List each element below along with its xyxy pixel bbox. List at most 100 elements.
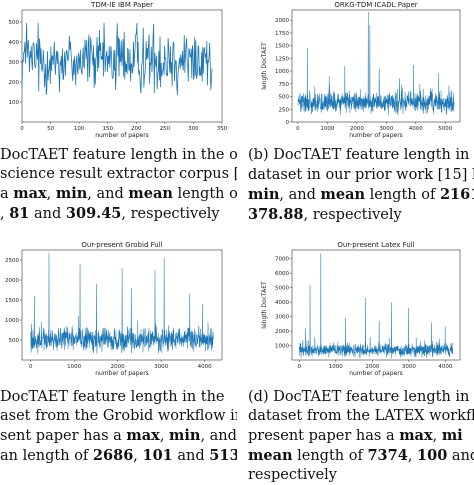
series-line (299, 253, 453, 359)
chart-b: ORKG-TDM ICADL Paper 0 1000 2000 3000 4000 500… (261, 1, 461, 139)
caption-bold-value: 7374 (367, 447, 408, 464)
plot-frame (21, 9, 223, 123)
x-tick-label: 0 (296, 126, 300, 132)
x-tick-label: 4000 (409, 126, 423, 132)
caption-line: a max, min, and mean length of (0, 185, 237, 202)
y-tick-label: 1000 (275, 69, 289, 75)
x-axis-label: number of papers (349, 132, 403, 139)
caption-line: (b) DocTAET feature length in (248, 147, 470, 163)
caption-line: mean length of 7374, 100 and 685 (248, 447, 474, 464)
y-tick-label: 500 (9, 338, 20, 344)
caption-bold-value: 100 (417, 447, 448, 464)
caption-bold-value: 101 (142, 447, 173, 464)
caption-bold-value: min (248, 186, 280, 203)
y-axis-label: length DocTAET (261, 281, 268, 329)
x-tick-label: 3000 (402, 364, 416, 370)
x-tick-label: 0 (298, 364, 302, 370)
caption-b: (b) DocTAET feature length in dataset in … (248, 146, 474, 225)
y-tick-label: 300 (9, 60, 20, 66)
y-tick-label: 2000 (275, 18, 289, 24)
caption-bold-value: 378.88 (248, 206, 304, 223)
caption-line: , 81 and 309.45, respectively (0, 205, 220, 222)
chart-d: Our-present Latex Full 0 1000 2000 3000 4000 1… (261, 241, 461, 377)
y-tick-label: 5000 (275, 286, 289, 292)
y-tick-label: 2000 (275, 329, 289, 335)
caption-line: DocTAET feature length in the orig- (0, 147, 237, 163)
x-tick-label: 2000 (365, 364, 379, 370)
y-tick-label: 500 (9, 20, 20, 26)
x-tick-label: 1000 (320, 126, 334, 132)
y-tick-label: 1000 (5, 318, 19, 324)
y-tick-label: 750 (279, 82, 290, 88)
caption-bold-value: max (13, 185, 47, 202)
caption-line: DocTAET feature length in the (0, 389, 225, 405)
caption-line: dataset in our prior work [15] had a m (248, 167, 474, 183)
y-tick-label: 500 (279, 95, 290, 101)
chart-title: Our-present Latex Full (337, 241, 414, 249)
x-tick-label: 200 (131, 126, 142, 132)
caption-d: (d) DocTAET feature length in dataset fro… (248, 388, 474, 485)
x-tick-label: 4000 (198, 364, 212, 370)
x-tick-label: 350 (217, 126, 228, 132)
chart-c: Our-present Grobid Full 0 1000 2000 3000 4000… (5, 241, 223, 377)
caption-bold-value: 2161 (439, 186, 474, 203)
x-axis-label: number of papers (95, 132, 149, 139)
y-tick-label: 2500 (5, 258, 19, 264)
caption-line: science result extractor corpus [33] (0, 166, 237, 182)
y-tick-label: 200 (9, 80, 20, 86)
plot-frame (21, 249, 223, 361)
x-tick-label: 3000 (379, 126, 393, 132)
chart-title: ORKG-TDM ICADL Paper (334, 1, 417, 9)
chart-title: TDM-IE IBM Paper (90, 1, 153, 9)
caption-bold-value: 2686 (92, 447, 134, 464)
caption-bold-value: mi (441, 427, 463, 444)
caption-bold-value: 309.45 (65, 205, 122, 222)
x-tick-label: 2000 (111, 364, 125, 370)
y-tick-label: 1250 (275, 56, 289, 62)
caption-c: DocTAET feature length in the aset from t… (0, 388, 237, 466)
y-tick-label: 3000 (275, 315, 289, 321)
caption-line: sent paper has a max, min, and (0, 427, 237, 444)
x-tick-label: 300 (188, 126, 199, 132)
y-tick-label: 250 (279, 107, 290, 113)
x-tick-label: 5000 (438, 126, 452, 132)
chart-a: TDM-IE IBM Paper 0 50 100 150 200 250 300 350 100… (9, 1, 228, 139)
caption-line: present paper has a max, mi (248, 427, 463, 444)
x-tick-label: 0 (29, 364, 33, 370)
x-tick-label: 50 (47, 126, 54, 132)
x-tick-label: 0 (20, 126, 24, 132)
x-tick-label: 2000 (350, 126, 364, 132)
series-line (30, 252, 214, 354)
y-axis-label: length DocTAET (261, 42, 268, 90)
x-axis-label: number of papers (349, 370, 403, 377)
caption-line: dataset from the LATEX workflow in (248, 408, 474, 424)
y-tick-label: 7000 (275, 257, 289, 263)
y-tick-label: 2000 (5, 278, 19, 284)
plot-frame (291, 249, 461, 361)
y-tick-label: 1750 (275, 31, 289, 37)
caption-line: 378.88, respectively (248, 206, 402, 223)
caption-bold-value: mean (320, 186, 366, 203)
caption-bold-value: mean (128, 185, 173, 202)
x-tick-label: 150 (102, 126, 113, 132)
caption-bold-value: min (55, 185, 88, 202)
caption-bold-value: 81 (9, 205, 30, 222)
caption-line: aset from the Grobid workflow in our (0, 408, 237, 424)
y-tick-label: 0 (286, 120, 290, 126)
y-tick-label: 100 (9, 100, 20, 106)
plot-frame (291, 9, 461, 123)
caption-bold-value: min (169, 427, 201, 444)
chart-title: Our-present Grobid Full (81, 241, 162, 249)
y-tick-label: 1500 (275, 44, 289, 50)
x-tick-label: 4000 (438, 364, 452, 370)
y-tick-label: 6000 (275, 271, 289, 277)
caption-line: min, and mean length of 2161, 5 (248, 185, 474, 205)
x-tick-label: 250 (160, 126, 171, 132)
caption-bold-value: mean (248, 447, 293, 464)
y-tick-label: 1500 (5, 298, 19, 304)
caption-line: (d) DocTAET feature length in (248, 389, 470, 405)
caption-line: an length of 2686, 101 and 513.37. (0, 446, 237, 466)
y-tick-label: 4000 (275, 300, 289, 306)
y-tick-label: 400 (9, 40, 20, 46)
x-tick-label: 100 (74, 126, 85, 132)
